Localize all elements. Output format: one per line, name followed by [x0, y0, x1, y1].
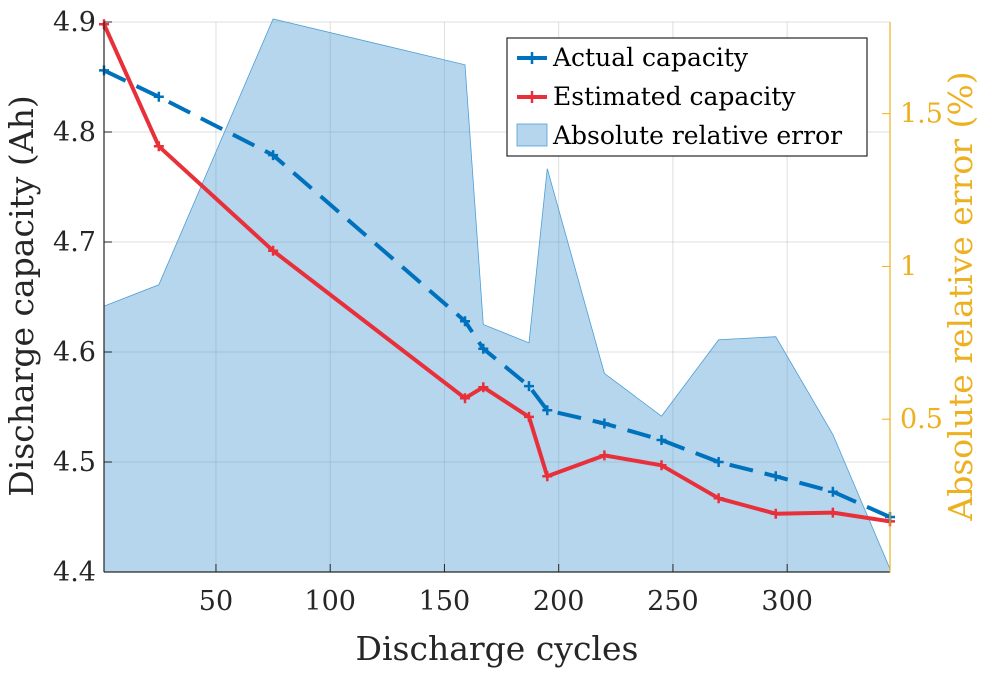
y-tick-label-4: 4.8 [53, 117, 96, 148]
actual-point-8 [656, 435, 667, 445]
estimated-point-10 [770, 508, 781, 519]
estimated-point-6 [542, 471, 553, 482]
error-area-layer [103, 18, 891, 573]
actual-point-7 [599, 418, 610, 429]
estimated-point-3 [460, 393, 471, 404]
legend-marker-estimated [526, 91, 538, 103]
tick-labels: 50 100 150 200 250 300 4.4 4.5 4.6 4.7 4.8 4.9 0.5 1 1… [53, 7, 943, 617]
lines-layer [99, 19, 895, 527]
actual-point-10 [770, 471, 781, 482]
actual-point-11 [827, 486, 838, 497]
legend-label-estimated: Estimated capacity [553, 82, 796, 111]
x-tick-label-5: 300 [761, 586, 813, 617]
y-axis-title: Discharge capacity (Ah) [2, 95, 41, 497]
y-right-tick-label-1: 1 [900, 251, 917, 282]
estimated-point-1 [153, 141, 164, 152]
estimated-point-4 [478, 382, 489, 393]
actual-point-9 [713, 457, 724, 467]
y-tick-label-5: 4.9 [53, 7, 96, 38]
error-area [103, 18, 891, 573]
x-tick-label-4: 250 [647, 586, 699, 617]
x-tick-label-0: 50 [199, 586, 233, 617]
x-tick-label-1: 100 [304, 586, 356, 617]
legend-marker-actual [526, 52, 538, 64]
actual-point-6 [542, 405, 553, 416]
actual-point-3 [460, 316, 471, 327]
legend: Actual capacity Estimated capacity Absol… [506, 37, 868, 157]
y-tick-label-1: 4.5 [53, 447, 96, 478]
actual-point-1 [153, 91, 164, 102]
legend-swatch-error [516, 123, 548, 147]
y-tick-label-2: 4.6 [53, 337, 96, 368]
legend-item-estimated: Estimated capacity [517, 82, 796, 111]
legend-label-error: Absolute relative error [552, 121, 842, 150]
y-right-tick-label-0: 0.5 [900, 404, 943, 435]
legend-item-actual: Actual capacity [517, 43, 749, 72]
x-tick-label-2: 150 [419, 586, 471, 617]
y-tick-label-0: 4.4 [53, 557, 96, 588]
legend-box [506, 37, 868, 157]
actual-point-5 [523, 381, 534, 392]
estimated-point-9 [713, 493, 724, 504]
x-axis-title: Discharge cycles [356, 629, 639, 668]
y-tick-label-3: 4.7 [53, 227, 96, 258]
estimated-point-11 [827, 507, 838, 518]
estimated-point-2 [268, 245, 279, 256]
x-tick-label-3: 200 [533, 586, 585, 617]
legend-item-error: Absolute relative error [516, 121, 842, 150]
legend-label-actual: Actual capacity [552, 43, 749, 72]
estimated-point-8 [656, 460, 667, 471]
estimated-point-5 [523, 411, 534, 422]
axes [103, 21, 891, 573]
actual-point-2 [268, 150, 279, 161]
y-right-tick-label-2: 1.5 [900, 99, 943, 130]
actual-point-4 [478, 343, 489, 354]
y-right-axis-title: Absolute relative error (%) [941, 71, 980, 521]
estimated-point-7 [599, 450, 610, 461]
